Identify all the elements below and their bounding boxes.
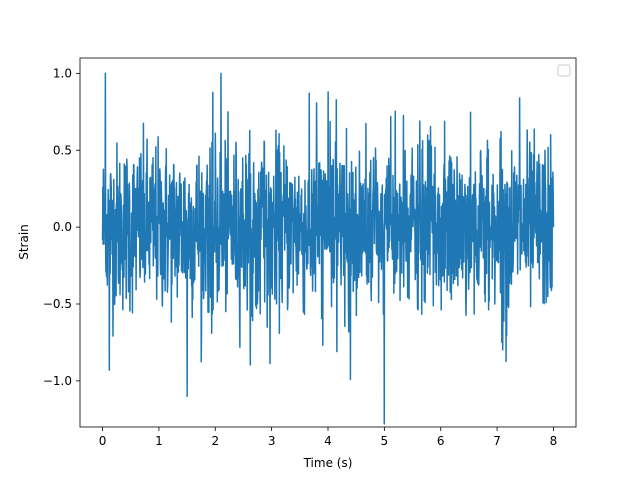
y-tick-label: −1.0 [43,374,72,388]
x-tick-label: 8 [550,434,558,448]
y-axis-label: Strain [17,224,31,260]
x-tick-label: 4 [324,434,332,448]
axes: 0 1 2 3 4 5 6 7 8 −1.0 −0.5 0.0 0.5 1.0 [43,57,577,448]
y-tick-label: 1.0 [53,66,72,80]
x-tick-label: 1 [155,434,163,448]
y-tick-label: 0.5 [53,143,72,157]
y-tick-label: 0.0 [53,220,72,234]
x-tick-label: 2 [211,434,219,448]
legend-box [557,64,571,77]
x-tick-label: 7 [493,434,501,448]
y-tick-label: −0.5 [43,297,72,311]
x-tick-label: 0 [99,434,107,448]
plot-area [101,72,555,425]
x-axis-label: Time (s) [303,456,353,470]
series-line-strain [101,72,555,425]
x-tick-label: 6 [437,434,445,448]
x-tick-label: 3 [268,434,276,448]
x-tick-label: 5 [381,434,389,448]
